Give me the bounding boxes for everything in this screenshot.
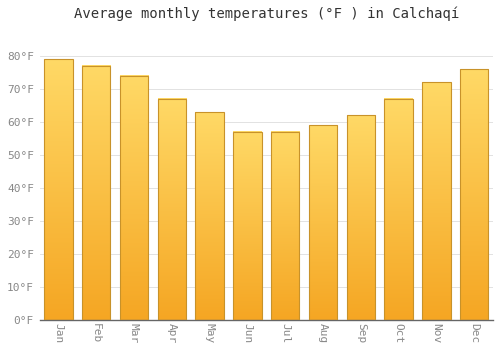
Bar	[82, 66, 110, 320]
Bar	[271, 132, 300, 320]
Bar	[44, 59, 72, 320]
Bar	[196, 112, 224, 320]
Bar	[309, 125, 337, 320]
Bar	[158, 99, 186, 320]
Bar	[422, 82, 450, 320]
Bar	[346, 116, 375, 320]
Bar	[120, 76, 148, 320]
Title: Average monthly temperatures (°F ) in Calchaqí: Average monthly temperatures (°F ) in Ca…	[74, 7, 459, 21]
Bar	[460, 69, 488, 320]
Bar	[384, 99, 412, 320]
Bar	[233, 132, 262, 320]
